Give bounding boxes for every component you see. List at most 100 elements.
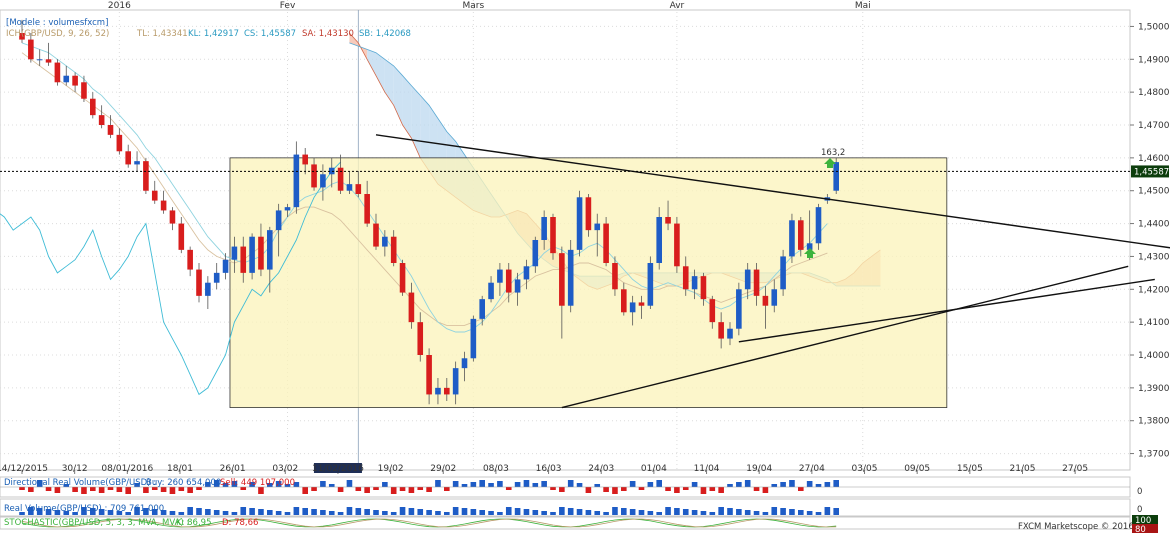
annotation: 163,2: [804, 148, 845, 258]
date-label: 03/05: [852, 464, 878, 474]
real-volume-bar: [45, 509, 52, 515]
candle-body: [320, 174, 326, 188]
candle-body: [656, 217, 662, 263]
candle-body: [736, 289, 742, 329]
candle-body: [249, 236, 255, 273]
candle-body: [771, 289, 778, 306]
date-label: 19/04: [746, 464, 772, 474]
real-volume-bar: [302, 508, 308, 515]
candle-body: [81, 82, 87, 99]
volume-panel: Directional Real Volume(GBP/USD) : Buy: …: [0, 476, 1142, 498]
real-volume-bar: [337, 512, 344, 515]
volume-bar: [638, 487, 645, 490]
candle-body: [550, 217, 556, 254]
volume-bar: [160, 487, 167, 492]
real-volume-bar: [320, 510, 326, 515]
volume-bar: [240, 487, 247, 490]
volume-bar: [187, 487, 193, 493]
candle-body: [151, 190, 158, 201]
volume-bar: [488, 483, 494, 487]
volume-bar: [647, 482, 654, 487]
candle-body: [621, 289, 627, 313]
real-volume-bar: [612, 507, 618, 515]
real-volume-bar: [205, 509, 211, 515]
model-title: [Modele : volumesfxcm]: [6, 18, 108, 28]
volume-bar: [612, 487, 618, 494]
volume-bar: [753, 487, 760, 491]
real-volume-bar: [426, 510, 432, 515]
volume-bar: [771, 484, 778, 487]
trend-lines[interactable]: [375, 134, 1170, 409]
real-volume-bar: [311, 509, 317, 515]
volume-bar: [275, 481, 282, 487]
real-volume-bar: [771, 507, 778, 515]
volume-bar: [727, 484, 733, 487]
candle-body: [275, 210, 282, 231]
candle-body: [399, 263, 406, 293]
real-volume-bar: [798, 510, 804, 515]
candle-body: [505, 269, 512, 293]
volume-bar: [54, 487, 61, 493]
volume-bar: [205, 482, 211, 487]
candle-body: [665, 217, 671, 224]
month-label: Avr: [670, 1, 685, 11]
real-volume-bar: [399, 507, 406, 515]
real-volume-bar: [364, 509, 370, 515]
stochastic-bottom-label: 80: [1135, 525, 1146, 533]
candle-body: [364, 194, 370, 224]
volume-bar: [320, 481, 326, 487]
candle-body: [488, 282, 494, 300]
candle-body: [612, 263, 618, 290]
candle-body: [169, 210, 176, 224]
volume-bar: [337, 487, 344, 492]
volume-bar: [559, 487, 565, 492]
candle-body: [559, 253, 565, 306]
volume-bar: [452, 481, 459, 487]
candle-body: [231, 246, 238, 260]
volume-bar: [523, 480, 530, 487]
candle-body: [28, 39, 34, 60]
price-tick-label: 1,4400: [1138, 220, 1170, 230]
volume-bar: [505, 487, 512, 490]
candle-body: [638, 302, 645, 306]
volume-bar: [585, 487, 592, 493]
volume-bar: [267, 483, 273, 487]
real-volume-bar: [541, 511, 547, 515]
volume-bar: [390, 487, 397, 494]
volume-bar: [364, 487, 370, 493]
stochastic-top-label: 100: [1135, 516, 1151, 526]
candle-body: [258, 236, 264, 270]
real-volume-bar: [452, 507, 459, 515]
volume-bar: [762, 487, 769, 493]
candle-body: [576, 197, 583, 250]
volume-bar: [470, 482, 477, 487]
candle-body: [514, 279, 521, 293]
crosshair-date-tag: [313, 463, 362, 473]
real-volume-bar: [727, 508, 733, 515]
candle-body: [293, 154, 300, 208]
volume-bar: [98, 487, 105, 493]
real-volume-bar: [736, 509, 742, 515]
volume-bar: [151, 487, 158, 490]
volume-bar: [302, 487, 308, 494]
volume-panel-label: Directional Real Volume(GBP/USD) :: [4, 478, 156, 488]
volume-bar: [798, 487, 804, 491]
candle-body: [382, 236, 388, 247]
price-tick-label: 1,4900: [1138, 55, 1170, 65]
candle-body: [390, 236, 397, 263]
volume-bar: [691, 482, 698, 487]
ichimoku-label: ICH(GBP/USD, 9, 26, 52): [6, 29, 109, 39]
real-volume-bar: [656, 512, 662, 515]
volume-bar: [355, 487, 362, 491]
candle-body: [753, 269, 760, 296]
real-volume-bar: [249, 508, 255, 515]
real-volume-bar: [213, 510, 220, 515]
real-volume-bar: [665, 507, 671, 515]
real-volume-bar: [151, 509, 158, 515]
volume-bar: [656, 480, 662, 487]
candlesticks[interactable]: [19, 19, 839, 405]
date-label: 15/05: [957, 464, 983, 474]
real-volume-bar: [594, 511, 601, 515]
green-up-arrow-low: [804, 248, 816, 258]
